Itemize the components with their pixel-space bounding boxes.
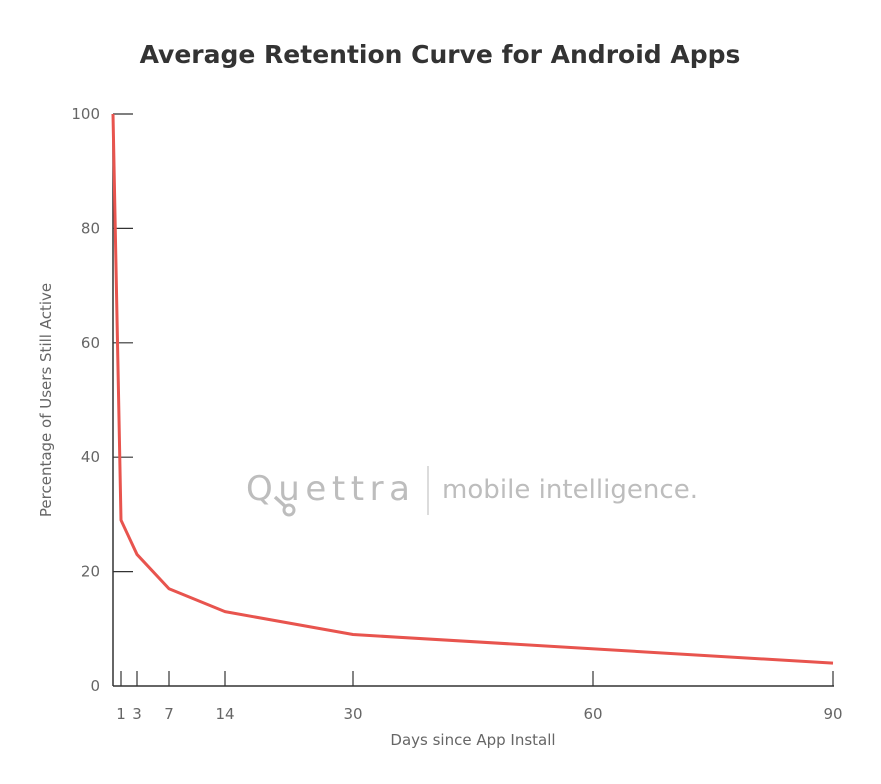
quettra-logo-icon [273,495,296,517]
x-tick-label: 90 [823,705,842,723]
y-tick-label: 0 [90,677,100,695]
watermark-brand: Quettra [246,469,410,509]
x-tick-label: 60 [583,705,602,723]
x-tick-label: 1 [116,705,126,723]
y-tick-label: 60 [81,334,100,352]
watermark: Quettra mobile intelligence. [246,466,698,517]
y-tick-label: 80 [81,219,100,237]
watermark-tagline: mobile intelligence. [442,475,698,505]
x-axis-label: Days since App Install [390,731,555,749]
retention-line [111,113,834,665]
y-tick-label: 20 [81,563,100,581]
x-tick-label: 14 [215,705,234,723]
x-tick-label: 30 [343,705,362,723]
y-axis-label: Percentage of Users Still Active [37,283,55,517]
y-tick-label: 40 [81,448,100,466]
chart-title: Average Retention Curve for Android Apps [140,40,741,69]
x-tick-label: 3 [132,705,142,723]
y-tick-label: 100 [71,105,100,123]
x-tick-label: 7 [164,705,174,723]
